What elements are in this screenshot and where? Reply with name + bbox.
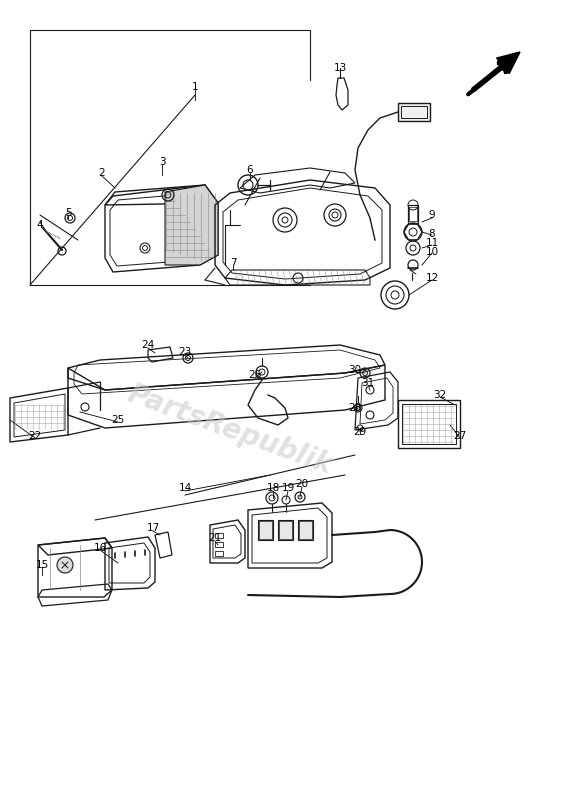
Polygon shape bbox=[165, 185, 218, 265]
Bar bbox=[215, 551, 223, 556]
Text: 24: 24 bbox=[141, 340, 155, 350]
Text: 23: 23 bbox=[179, 347, 192, 357]
Text: 11: 11 bbox=[425, 238, 438, 248]
Bar bbox=[299, 521, 312, 539]
Bar bbox=[408, 205, 418, 223]
Text: 17: 17 bbox=[146, 523, 160, 533]
Text: 7: 7 bbox=[230, 258, 236, 268]
Text: 18: 18 bbox=[266, 483, 280, 493]
Text: 4: 4 bbox=[37, 220, 44, 230]
Bar bbox=[409, 207, 417, 221]
Text: 5: 5 bbox=[64, 208, 71, 218]
Text: 10: 10 bbox=[425, 247, 438, 257]
Bar bbox=[258, 520, 273, 540]
Text: 21: 21 bbox=[208, 533, 221, 543]
Bar bbox=[215, 542, 223, 547]
Text: 15: 15 bbox=[36, 560, 49, 570]
Text: 1: 1 bbox=[192, 82, 198, 92]
Text: 26: 26 bbox=[249, 370, 262, 380]
Text: 28: 28 bbox=[349, 403, 362, 413]
Circle shape bbox=[57, 557, 73, 573]
Bar bbox=[298, 520, 313, 540]
Text: 19: 19 bbox=[281, 483, 294, 493]
Text: 12: 12 bbox=[425, 273, 438, 283]
Text: 22: 22 bbox=[28, 431, 42, 441]
FancyArrow shape bbox=[472, 52, 520, 91]
Text: 3: 3 bbox=[159, 157, 166, 167]
Bar bbox=[279, 521, 292, 539]
Bar bbox=[398, 103, 430, 121]
Text: 31: 31 bbox=[362, 378, 375, 388]
Text: 20: 20 bbox=[295, 479, 308, 489]
Text: 9: 9 bbox=[429, 210, 435, 220]
Text: 29: 29 bbox=[353, 427, 367, 437]
Bar bbox=[259, 521, 272, 539]
Text: PartsRepublik: PartsRepublik bbox=[123, 380, 337, 480]
Text: 25: 25 bbox=[111, 415, 125, 425]
Text: 14: 14 bbox=[179, 483, 192, 493]
Bar bbox=[278, 520, 293, 540]
Text: 13: 13 bbox=[333, 63, 346, 73]
Text: 32: 32 bbox=[433, 390, 446, 400]
Text: 6: 6 bbox=[247, 165, 253, 175]
Text: 2: 2 bbox=[99, 168, 105, 178]
Bar bbox=[401, 106, 427, 118]
Text: 16: 16 bbox=[93, 543, 107, 553]
Text: 30: 30 bbox=[349, 365, 362, 375]
Text: 27: 27 bbox=[453, 431, 467, 441]
Bar bbox=[215, 533, 223, 538]
Text: 8: 8 bbox=[429, 229, 435, 239]
